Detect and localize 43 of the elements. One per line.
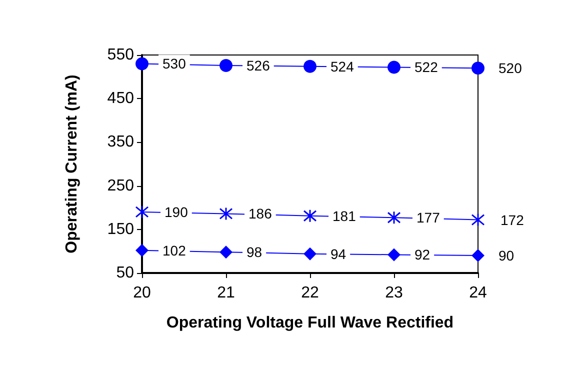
data-label: 98 xyxy=(246,244,262,260)
data-label: 526 xyxy=(246,57,270,74)
x-axis-title: Operating Voltage Full Wave Rectified xyxy=(166,314,454,332)
data-label: 186 xyxy=(248,206,272,222)
data-label: 94 xyxy=(330,246,346,262)
x-tick-label: 21 xyxy=(217,284,235,302)
x-tick-label: 24 xyxy=(469,284,487,302)
point xyxy=(471,213,485,227)
point xyxy=(472,62,484,75)
point xyxy=(388,60,400,74)
y-tick-label: 350 xyxy=(107,134,134,151)
data-label: 522 xyxy=(414,59,438,76)
y-tick-label: 450 xyxy=(107,90,134,108)
point xyxy=(304,60,316,73)
y-axis-title: Operating Current (mA) xyxy=(64,74,80,254)
x-tick-label: 22 xyxy=(301,284,319,302)
point xyxy=(220,58,232,72)
y-tick-label: 250 xyxy=(107,177,134,194)
data-label: 524 xyxy=(330,58,354,74)
data-label: 190 xyxy=(164,204,188,220)
data-label: 520 xyxy=(498,60,522,76)
point xyxy=(135,205,149,219)
data-label: 90 xyxy=(498,248,514,264)
data-label: 172 xyxy=(500,212,524,228)
point xyxy=(304,247,316,260)
point xyxy=(472,249,484,262)
y-tick-label: 50 xyxy=(116,264,134,282)
point xyxy=(136,57,148,70)
y-tick-label: 550 xyxy=(107,46,134,64)
data-label: 92 xyxy=(414,246,430,263)
data-label: 102 xyxy=(162,242,186,258)
data-label: 530 xyxy=(162,56,186,72)
point xyxy=(387,210,401,224)
point xyxy=(219,206,233,220)
data-label: 177 xyxy=(416,210,440,226)
x-tick-label: 20 xyxy=(133,284,151,302)
point xyxy=(388,248,400,262)
data-label: 181 xyxy=(332,208,356,224)
point xyxy=(136,244,148,257)
point xyxy=(220,246,232,259)
y-tick-label: 150 xyxy=(107,220,134,238)
x-tick-label: 23 xyxy=(385,284,403,302)
point xyxy=(303,209,317,223)
